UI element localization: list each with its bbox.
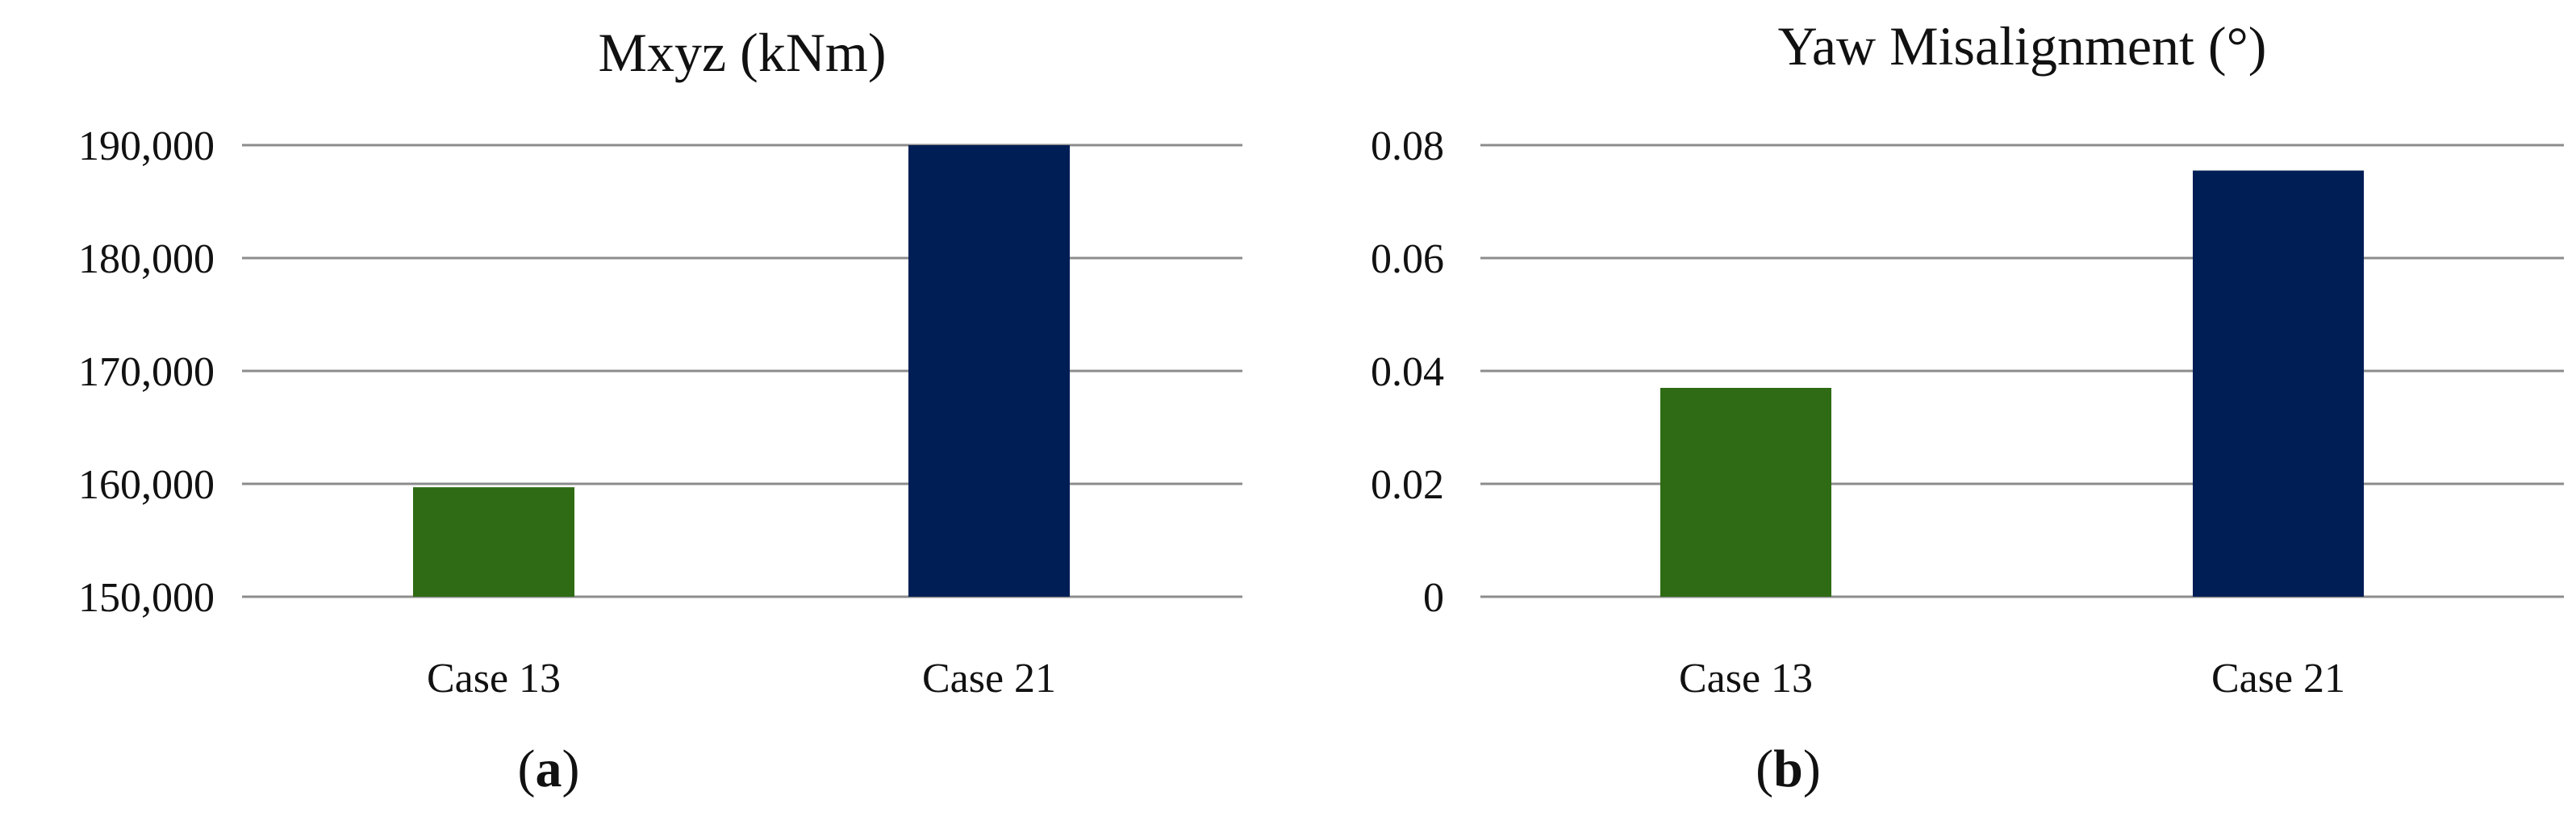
y-tick-label: 0.04	[1371, 349, 1444, 395]
panel-label-letter: a	[536, 739, 562, 798]
y-tick-label: 180,000	[78, 236, 215, 282]
chart-panel-0: Mxyz (kNm) 150,000 160,000 170,000 180,000 19…	[78, 22, 1242, 798]
chart-panel-1: Yaw Misalignment (°) 0 0.02 0.04 0.06 0.08 Cas…	[1371, 15, 2564, 798]
bar-case-21	[2193, 170, 2364, 597]
y-tick-label: 0.02	[1371, 462, 1444, 508]
panel-label-close: )	[562, 739, 580, 798]
panel-label-open: (	[518, 739, 536, 798]
x-tick-label: Case 21	[2211, 656, 2345, 702]
chart-title: Mxyz (kNm)	[599, 22, 887, 83]
x-tick-label: Case 21	[922, 656, 1056, 702]
x-tick-label: Case 13	[427, 656, 561, 702]
panel-label-letter: b	[1773, 739, 1803, 798]
panel-label: (b)	[1756, 739, 1821, 798]
y-tick-label: 170,000	[78, 349, 215, 395]
y-tick-label: 150,000	[78, 575, 215, 621]
panel-label-open: (	[1756, 739, 1773, 798]
bar-case-21	[908, 145, 1070, 597]
x-tick-label: Case 13	[1679, 656, 1813, 702]
bar-case-13	[413, 487, 574, 597]
y-tick-label: 0.06	[1371, 236, 1444, 282]
chart-title: Yaw Misalignment (°)	[1778, 15, 2267, 77]
bar-case-13	[1660, 388, 1831, 597]
y-tick-label: 160,000	[78, 462, 215, 508]
panel-label-close: )	[1803, 739, 1821, 798]
y-tick-label: 0	[1423, 575, 1444, 621]
y-tick-label: 0.08	[1371, 123, 1444, 169]
y-tick-label: 190,000	[78, 123, 215, 169]
panel-label: (a)	[518, 739, 580, 798]
